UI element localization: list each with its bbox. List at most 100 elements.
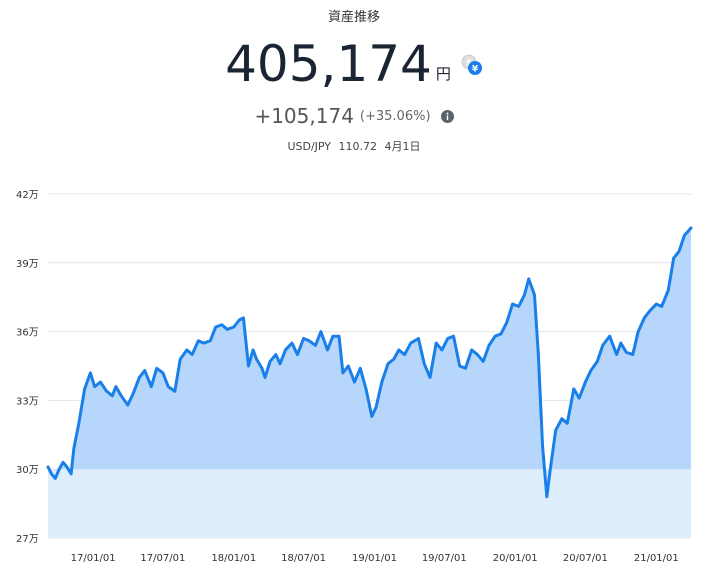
data-point (173, 390, 177, 393)
data-point (541, 445, 544, 448)
change-row: +105,174 (+35.06%) (0, 104, 708, 128)
data-point (596, 360, 599, 363)
data-point (72, 447, 76, 450)
rate-date: 4月1日 (384, 140, 421, 153)
data-point (643, 316, 646, 320)
data-point (61, 461, 65, 464)
data-point (251, 348, 255, 352)
y-tick-label: 27万 (16, 534, 39, 545)
data-point (636, 330, 640, 333)
area-below-baseline (48, 469, 691, 538)
data-point (326, 348, 329, 352)
data-point (307, 339, 311, 342)
data-point (302, 337, 305, 340)
data-point (397, 348, 400, 352)
data-point (672, 257, 675, 260)
y-tick-label: 30万 (16, 465, 39, 476)
data-point (143, 369, 146, 372)
data-point (77, 422, 81, 425)
data-point (214, 325, 217, 329)
currency-exchange-icon[interactable]: $ ¥ (461, 54, 483, 76)
data-point (527, 277, 530, 281)
data-point (625, 351, 628, 354)
total-value-unit: 円 (435, 65, 451, 83)
data-point (370, 415, 374, 418)
data-point (655, 302, 658, 306)
data-point (89, 371, 92, 375)
data-point (138, 376, 141, 379)
data-point (268, 360, 272, 363)
asset-value-line (46, 226, 693, 499)
data-point (476, 353, 479, 356)
data-point (347, 364, 350, 368)
data-point (364, 387, 368, 391)
data-point (517, 305, 520, 308)
y-tick-label: 42万 (16, 190, 39, 201)
data-point (65, 465, 69, 469)
data-point (608, 334, 611, 338)
data-point (660, 305, 663, 308)
data-point (417, 337, 420, 340)
data-point (683, 234, 686, 237)
data-point (179, 357, 182, 361)
data-point (155, 367, 158, 370)
exchange-rate-row: USD/JPY 110.72 4月1日 (0, 138, 708, 154)
y-tick-label: 36万 (16, 328, 39, 339)
rate-pair: USD/JPY (287, 140, 332, 153)
data-point (131, 392, 135, 395)
data-point (403, 353, 406, 356)
y-tick-label: 33万 (16, 396, 39, 407)
data-point (689, 226, 693, 230)
data-point (290, 341, 294, 345)
info-icon[interactable] (440, 109, 454, 123)
data-point (247, 364, 250, 368)
data-point (409, 341, 412, 345)
data-point (284, 348, 287, 352)
data-point (353, 380, 356, 384)
data-point (440, 348, 444, 352)
data-point (464, 367, 467, 370)
data-point (523, 293, 526, 297)
area-above-baseline (48, 228, 691, 470)
data-point (566, 422, 569, 425)
page-title: 資産推移 (327, 10, 380, 25)
change-percent: (+35.06%) (359, 108, 431, 124)
data-point (190, 353, 194, 356)
data-point (50, 472, 53, 475)
svg-text:$: $ (466, 59, 472, 69)
x-tick-label: 20/07/01 (563, 553, 608, 564)
data-point (57, 468, 61, 471)
y-tick-label: 39万 (16, 259, 39, 270)
data-point (589, 369, 592, 372)
data-point (554, 429, 557, 432)
data-point (238, 318, 241, 322)
x-tick-label: 19/01/01 (352, 553, 397, 564)
data-point (114, 385, 118, 388)
chart-areas (46, 226, 693, 538)
data-point (499, 332, 503, 336)
data-point (584, 380, 587, 384)
data-point (341, 371, 345, 375)
data-point (120, 394, 123, 398)
data-point (337, 334, 341, 338)
x-tick-label: 20/01/01 (493, 553, 538, 564)
data-point (631, 353, 634, 356)
y-tick-labels: 27万 30万 33万 36万 39万 42万 (16, 190, 39, 545)
data-point (549, 468, 552, 471)
data-point (359, 367, 362, 370)
data-point (197, 339, 200, 342)
data-point (446, 337, 449, 340)
total-value: 405,174 (225, 35, 432, 93)
data-point (667, 289, 670, 292)
data-point (428, 376, 432, 379)
data-point (434, 341, 438, 345)
data-point (572, 387, 576, 391)
data-point (452, 334, 455, 338)
data-point (111, 394, 114, 398)
x-tick-label: 18/01/01 (211, 553, 256, 564)
data-point (314, 344, 317, 347)
data-point (83, 387, 86, 391)
data-point (220, 323, 224, 326)
data-point (54, 477, 57, 480)
